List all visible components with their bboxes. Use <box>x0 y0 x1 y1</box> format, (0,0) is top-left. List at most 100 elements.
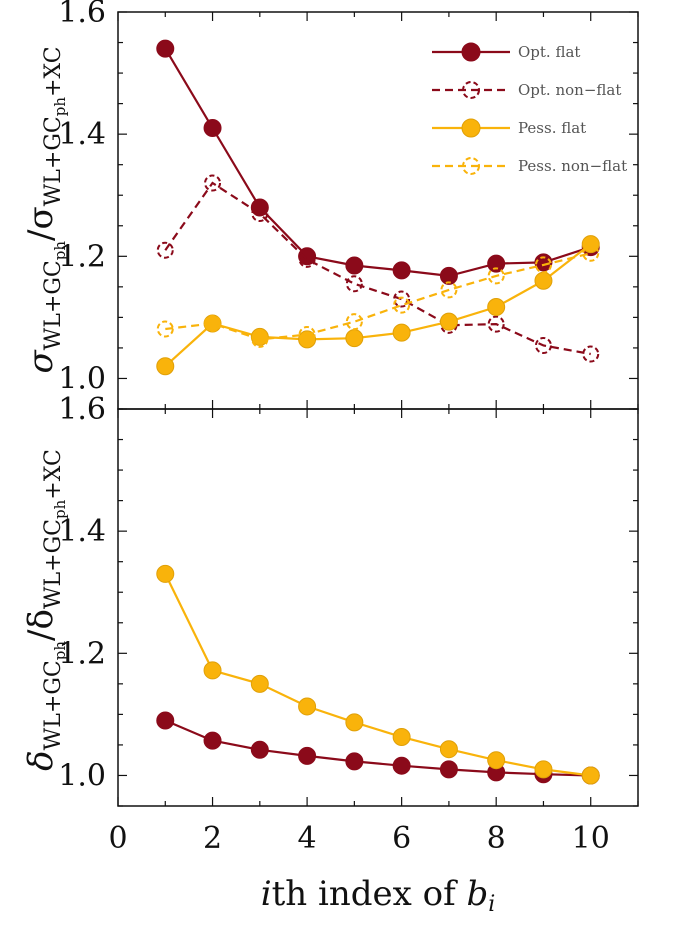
series-pess-flat <box>156 235 600 376</box>
bottom-series <box>156 564 600 785</box>
data-point <box>203 731 222 750</box>
series-pess-non-flat <box>156 244 600 348</box>
data-point <box>534 256 552 274</box>
data-point <box>392 323 411 342</box>
bottom-panel: 1.0 1.2 1.4 1.6 δWL+GCph/δWL+GCph+XC <box>21 392 639 807</box>
bottom-y-axis-label: δWL+GCph/δWL+GCph+XC <box>21 449 69 771</box>
series-line <box>165 252 591 341</box>
x-tick-label: 6 <box>392 821 411 856</box>
x-tick-labels: 0 2 4 6 8 10 <box>108 821 609 856</box>
data-point <box>298 325 316 343</box>
top-series <box>156 39 600 376</box>
data-point <box>534 253 553 272</box>
x-axis-label: ith index of bi <box>261 874 496 917</box>
series-line <box>164 719 591 777</box>
data-point <box>439 760 458 779</box>
data-point <box>534 271 553 290</box>
legend-label: Opt. non−flat <box>518 81 621 99</box>
bottom-plot-frame <box>117 408 639 807</box>
data-point <box>439 740 458 759</box>
top-plot-frame <box>117 11 639 410</box>
series-pess-flat <box>156 564 600 785</box>
y-tick-label: 1.4 <box>58 117 106 152</box>
x-tick-label: 2 <box>203 821 222 856</box>
data-point <box>298 250 316 268</box>
data-point <box>250 740 269 759</box>
data-point <box>534 760 553 779</box>
data-point <box>250 674 269 693</box>
y-tick-label: 1.4 <box>58 514 106 549</box>
series-opt-non-flat <box>156 174 600 363</box>
data-point <box>393 296 411 314</box>
data-point <box>345 256 364 275</box>
data-point <box>534 336 552 354</box>
y-tick-label: 1.0 <box>58 758 106 793</box>
top-ticks: 1.0 1.2 1.4 1.6 <box>58 0 639 410</box>
legend-item: Opt. flat <box>432 42 580 62</box>
legend-item: Pess. flat <box>432 118 586 138</box>
data-point <box>298 746 317 765</box>
data-point <box>345 713 364 732</box>
data-point <box>582 244 600 262</box>
legend-marker <box>462 157 480 175</box>
data-point <box>345 275 363 293</box>
y-tick-label: 1.2 <box>58 636 106 671</box>
data-point <box>203 661 222 680</box>
data-point <box>345 329 364 348</box>
data-point <box>439 266 458 285</box>
y-tick-label: 1.0 <box>58 361 106 396</box>
data-point <box>487 751 506 770</box>
legend-label: Pess. non−flat <box>518 157 627 175</box>
data-point <box>392 756 411 775</box>
data-point <box>392 727 411 746</box>
top-y-axis-label: σWL+GCph/σWL+GCph+XC <box>21 46 69 373</box>
data-point <box>487 254 506 273</box>
legend-label: Opt. flat <box>518 43 580 61</box>
data-point <box>250 198 269 217</box>
data-point <box>298 697 317 716</box>
data-point <box>156 320 174 338</box>
x-tick-label: 0 <box>108 821 127 856</box>
legend: Opt. flat Opt. non−flat Pess. flat Pess. no… <box>432 42 627 175</box>
data-point <box>204 314 222 332</box>
series-line <box>164 243 592 368</box>
data-point <box>156 711 175 730</box>
data-point <box>487 298 506 317</box>
data-point <box>250 327 269 346</box>
x-tick-label: 10 <box>572 821 610 856</box>
data-point <box>487 315 505 333</box>
y-tick-label: 1.6 <box>58 0 106 30</box>
series-opt-flat <box>156 39 600 285</box>
series-line <box>164 573 591 777</box>
data-point <box>393 290 411 308</box>
series-line <box>164 48 592 278</box>
top-panel: 1.0 1.2 1.4 1.6 σWL+GCph/σWL+GCph+XC Opt. f… <box>21 0 639 410</box>
x-tick-label: 8 <box>487 821 506 856</box>
data-point <box>581 235 600 254</box>
data-point <box>345 752 364 771</box>
data-point <box>582 345 600 363</box>
svg-text:δWL+GCph/δWL+GCph+XC: δWL+GCph/δWL+GCph+XC <box>21 449 69 771</box>
data-point <box>439 312 458 331</box>
data-point <box>487 267 505 285</box>
legend-marker <box>462 81 480 99</box>
data-point <box>392 261 411 280</box>
bottom-ticks: 1.0 1.2 1.4 1.6 <box>58 392 639 807</box>
legend-item: Opt. non−flat <box>432 81 621 99</box>
legend-marker <box>461 118 481 138</box>
data-point <box>156 357 175 376</box>
data-point <box>581 766 600 785</box>
svg-text:σWL+GCph/σWL+GCph+XC: σWL+GCph/σWL+GCph+XC <box>21 46 69 373</box>
series-opt-flat <box>156 711 600 785</box>
legend-item: Pess. non−flat <box>432 157 627 175</box>
data-point <box>298 330 317 349</box>
data-point <box>251 205 269 223</box>
y-tick-label: 1.2 <box>58 239 106 274</box>
data-point <box>156 564 175 583</box>
data-point <box>156 241 174 259</box>
y-tick-label: 1.6 <box>58 392 106 427</box>
data-point <box>204 174 222 192</box>
data-point <box>345 313 363 331</box>
series-line <box>164 181 591 356</box>
